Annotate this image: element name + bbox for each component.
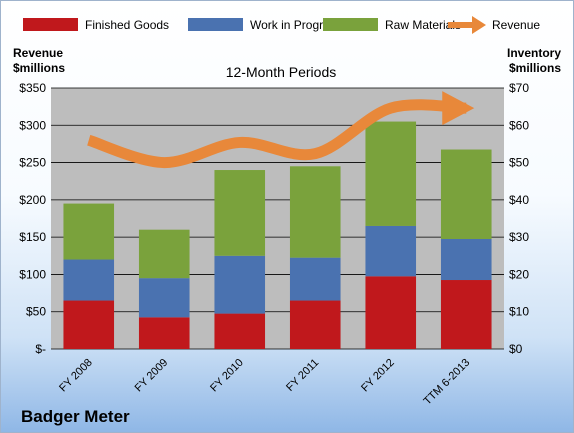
x-tick-label: FY 2009: [133, 357, 171, 395]
revenue-line-path: [87, 99, 467, 169]
x-tick-label: FY 2011: [284, 357, 321, 394]
chart-title: 12-Month Periods: [226, 64, 337, 80]
bar-raw-materials: [289, 166, 341, 258]
bar-finished-goods: [365, 276, 417, 349]
right-tick-label: $0: [509, 342, 523, 356]
left-tick-label: $50: [26, 305, 46, 319]
x-tick-label: TTM 6-2013: [422, 357, 473, 408]
legend-label: Raw Materials: [385, 18, 461, 32]
bar-finished-goods: [214, 313, 266, 349]
left-tick-label: $350: [19, 81, 46, 95]
left-tick-label: $250: [19, 156, 46, 170]
right-axis-title-line2: $millions: [509, 61, 561, 75]
legend-label: Finished Goods: [85, 18, 169, 32]
plot-area: [51, 88, 504, 349]
x-tick-label: FY 2010: [208, 357, 246, 395]
left-axis-title-line1: Revenue: [13, 46, 63, 60]
x-tick-label: FY 2012: [359, 357, 397, 395]
left-tick-label: $200: [19, 193, 46, 207]
bar-raw-materials: [365, 121, 417, 226]
right-tick-label: $10: [509, 305, 529, 319]
right-tick-label: $40: [509, 193, 529, 207]
left-tick-label: $150: [19, 230, 46, 244]
right-tick-label: $20: [509, 267, 529, 281]
left-tick-label: $-: [35, 342, 46, 356]
right-axis-title-line1: Inventory: [507, 46, 561, 60]
revenue-line: [87, 91, 475, 169]
bar-finished-goods: [289, 300, 341, 349]
left-axis-ticks: $- $50 $100 $150 $200 $250 $300 $350: [19, 81, 46, 356]
legend-label: Work in Progress: [250, 18, 342, 32]
left-axis-title-line2: $millions: [13, 61, 65, 75]
legend-swatch-work-in-progress: [188, 18, 243, 31]
left-tick-label: $100: [19, 267, 46, 281]
right-axis-ticks: $0 $10 $20 $30 $40 $50 $60 $70: [509, 81, 529, 356]
bars: [63, 121, 492, 349]
bar-work-in-progress: [365, 225, 417, 277]
legend: Finished Goods Work in Progress Raw Materi…: [23, 16, 540, 34]
bar-work-in-progress: [289, 257, 341, 301]
company-name: Badger Meter: [21, 407, 130, 426]
bar-work-in-progress: [63, 259, 115, 301]
x-tick-label: FY 2008: [57, 357, 95, 395]
legend-label: Revenue: [492, 18, 540, 32]
x-axis-labels: FY 2008 FY 2009 FY 2010 FY 2011 FY 2012 TTM 6…: [57, 357, 472, 408]
legend-arrow-icon: [472, 16, 486, 34]
bar-raw-materials: [214, 170, 266, 256]
revenue-arrowhead: [442, 91, 475, 126]
right-tick-label: $60: [509, 118, 529, 132]
grid: [51, 87, 504, 350]
bar-work-in-progress: [440, 239, 492, 281]
left-tick-label: $300: [19, 118, 46, 132]
legend-swatch-finished-goods: [23, 18, 78, 31]
legend-swatch-raw-materials: [323, 18, 378, 31]
right-tick-label: $50: [509, 156, 529, 170]
right-tick-label: $70: [509, 81, 529, 95]
bar-work-in-progress: [214, 255, 266, 314]
bar-finished-goods: [63, 300, 115, 349]
bar-raw-materials: [440, 149, 492, 240]
bar-work-in-progress: [138, 278, 190, 318]
right-tick-label: $30: [509, 230, 529, 244]
bar-finished-goods: [440, 280, 492, 349]
bar-finished-goods: [138, 317, 190, 349]
bar-raw-materials: [138, 229, 190, 279]
bar-raw-materials: [63, 203, 115, 260]
